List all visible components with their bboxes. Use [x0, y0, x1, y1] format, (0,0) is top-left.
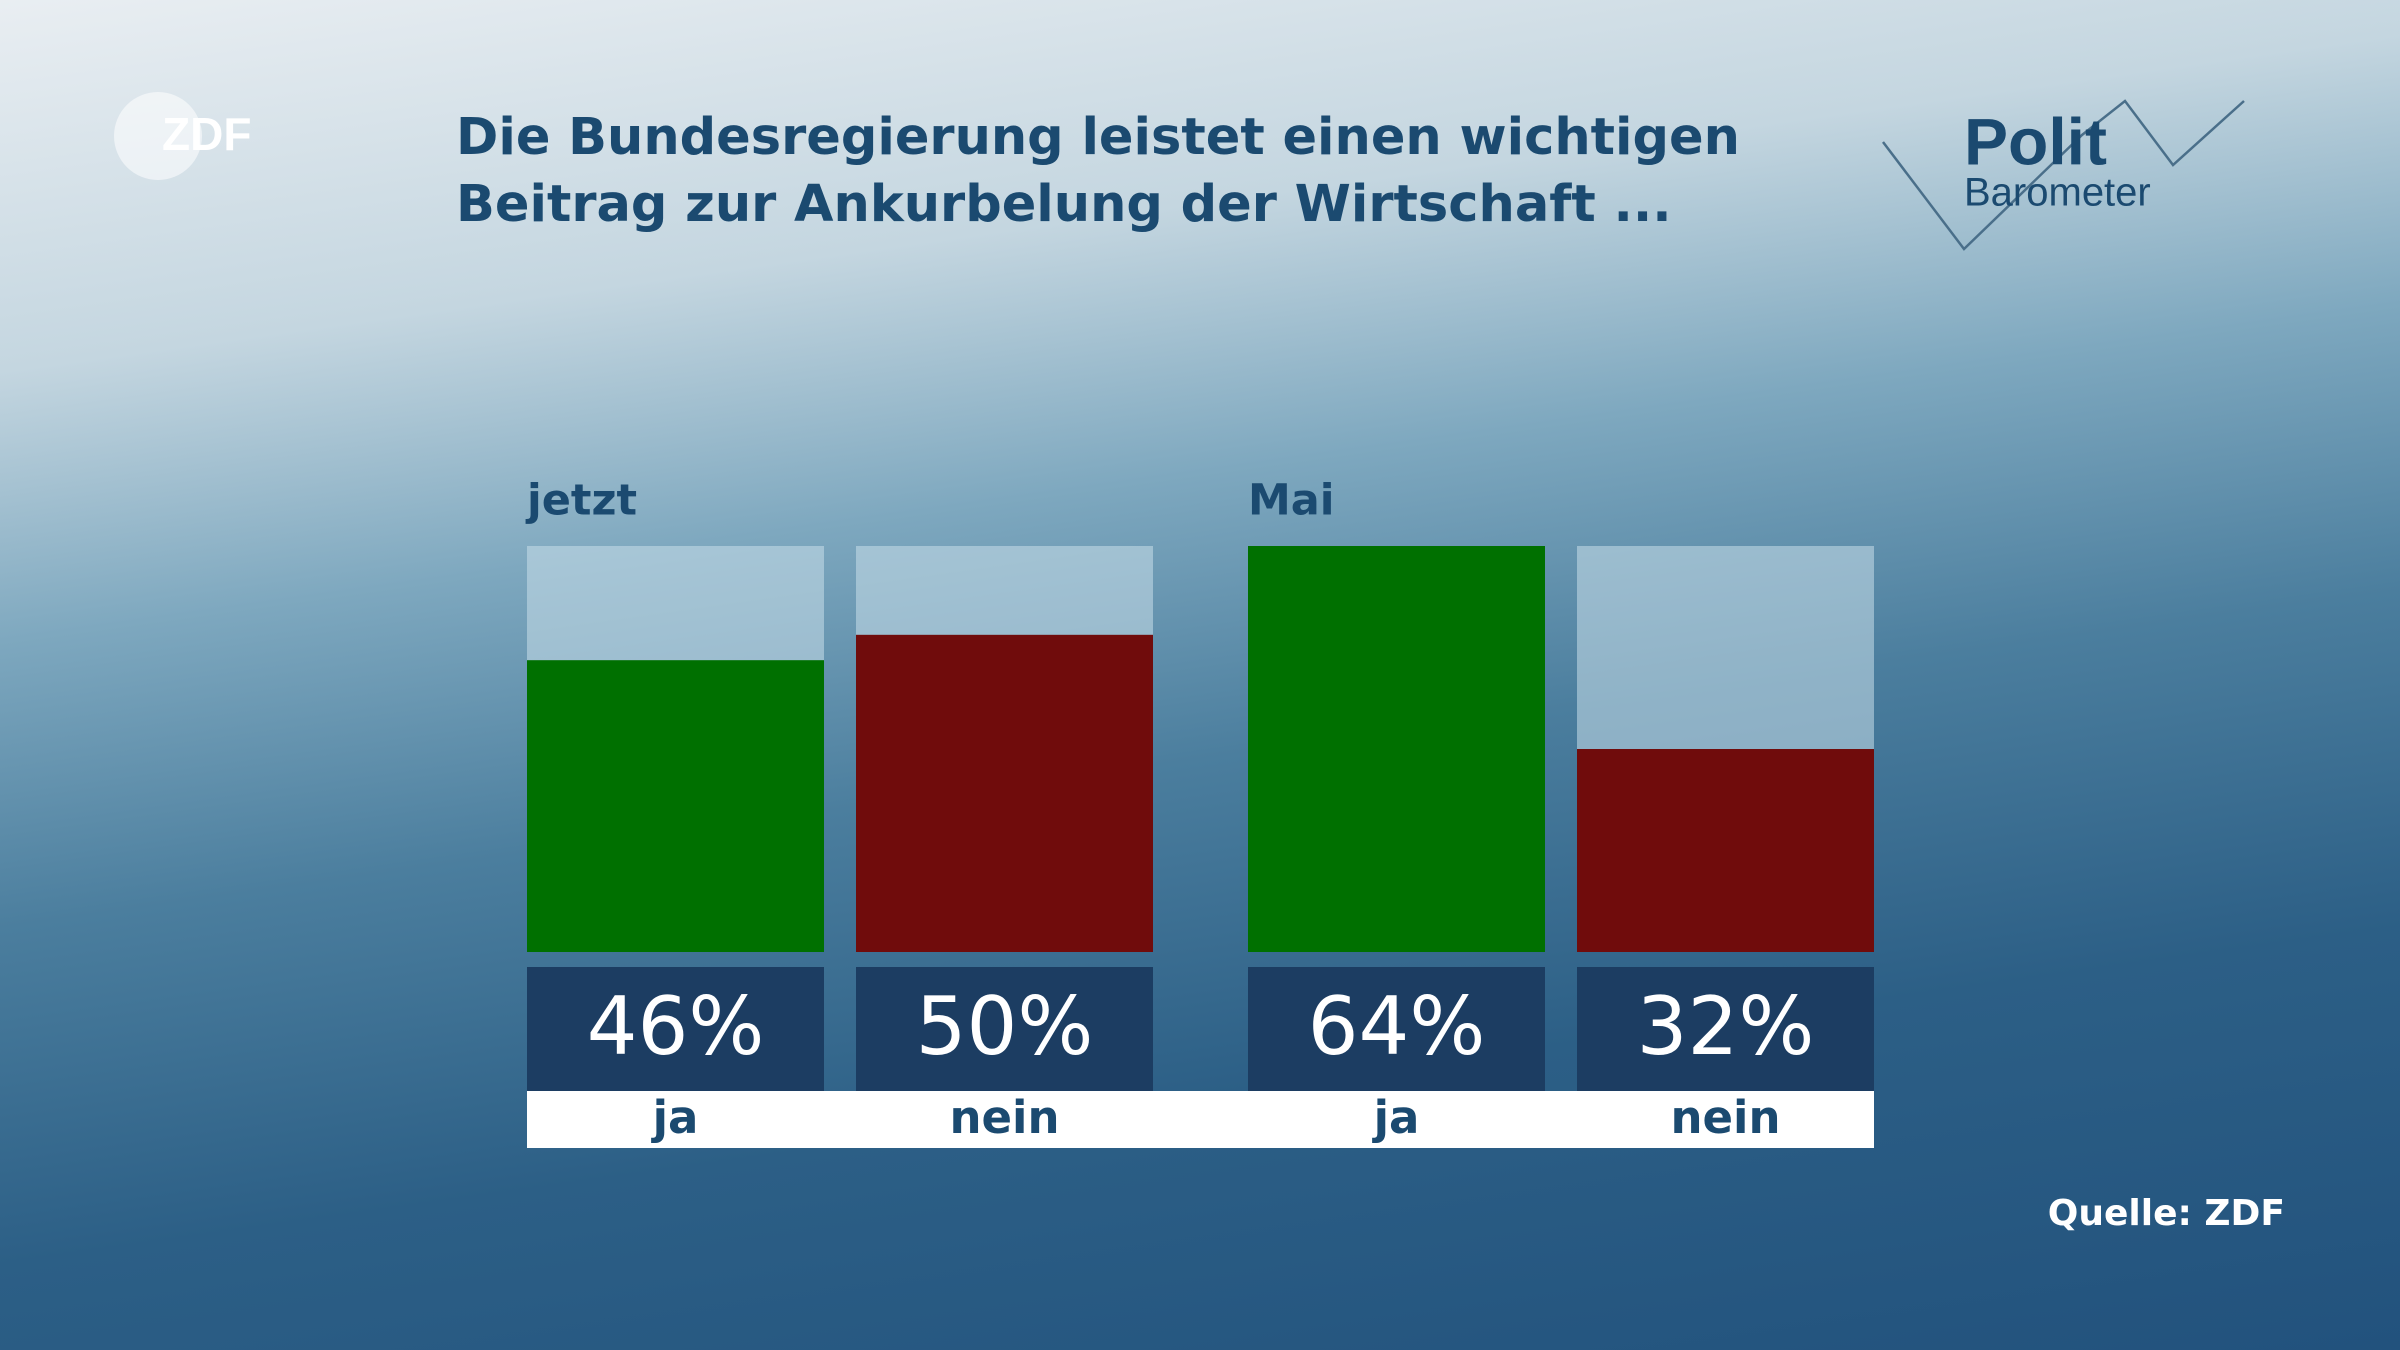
logo-circle: [114, 92, 202, 180]
value-box: [1248, 967, 1545, 1091]
group-label: Mai: [1248, 476, 1335, 526]
value-label: 50%: [916, 980, 1094, 1073]
bar: [1577, 749, 1874, 952]
category-label: nein: [949, 1091, 1059, 1144]
bar: [856, 634, 1153, 952]
bar: [1248, 546, 1545, 952]
category-label: ja: [1372, 1091, 1420, 1144]
value-box: [856, 967, 1153, 1091]
value-label: 32%: [1637, 980, 1815, 1073]
brand-title: Polit: [1964, 104, 2107, 178]
source: Quelle: ZDF: [2048, 1193, 2285, 1234]
label-strip: [527, 1091, 1874, 1148]
category-label: ja: [651, 1091, 699, 1144]
brand-subtitle: Barometer: [1964, 171, 2151, 215]
category-label: nein: [1670, 1091, 1780, 1144]
chart-title: Die Bundesregierung leistet einen wichti…: [456, 108, 1740, 167]
group-label: jetzt: [525, 476, 637, 526]
value-box: [527, 967, 824, 1091]
brand-zigzag: [1882, 99, 2245, 251]
value-label: 64%: [1308, 980, 1486, 1073]
value-box: [1577, 967, 1874, 1091]
logo: ZDF: [162, 108, 251, 160]
chart-title: Beitrag zur Ankurbelung der Wirtschaft .…: [456, 175, 1672, 234]
value-label: 46%: [587, 980, 765, 1073]
bar: [527, 660, 824, 952]
